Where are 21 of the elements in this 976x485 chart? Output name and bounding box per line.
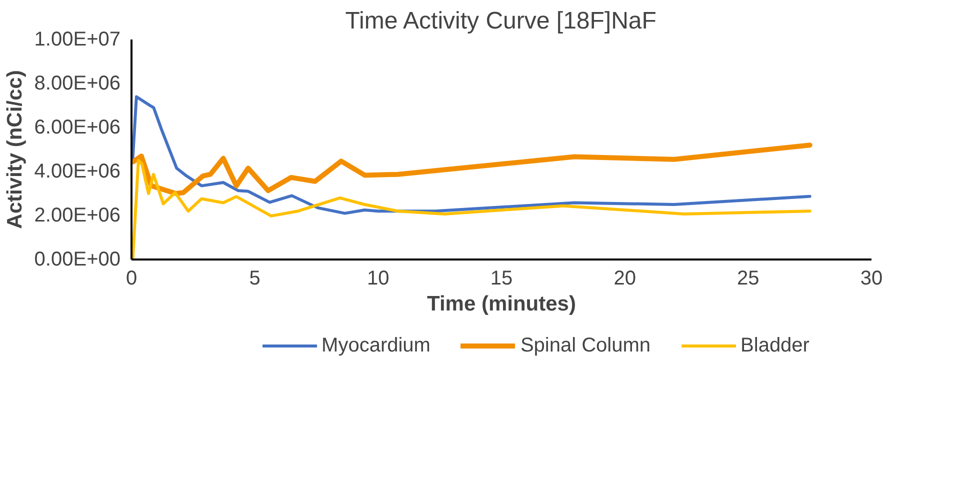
chart-title: Time Activity Curve [18F]NaF [345, 8, 656, 34]
x-tick-label: 15 [490, 268, 513, 290]
y-tick-label: 6.00E+06 [34, 116, 121, 138]
y-tick-label: 0.00E+00 [34, 248, 121, 270]
x-tick-label: 0 [126, 268, 138, 290]
legend-label: Bladder [740, 334, 810, 357]
y-axis-title: Activity (nCi/cc) [3, 70, 26, 229]
y-tick-label: 1.00E+07 [34, 28, 121, 50]
line-series [132, 95, 812, 215]
line-series [132, 159, 812, 260]
y-tick-label: 4.00E+06 [34, 160, 121, 182]
legend-label: Spinal Column [520, 334, 651, 357]
x-tick-label: 30 [860, 268, 883, 290]
x-tick-label: 25 [737, 268, 760, 290]
x-tick-label: 20 [614, 268, 636, 290]
x-axis-title: Time (minutes) [427, 292, 576, 316]
y-tick-label: 8.00E+06 [34, 72, 121, 94]
y-tick-label: 2.00E+06 [34, 204, 121, 226]
x-tick-label: 10 [367, 268, 390, 290]
x-tick-label: 5 [249, 268, 260, 290]
legend-label: Myocardium [322, 334, 430, 357]
